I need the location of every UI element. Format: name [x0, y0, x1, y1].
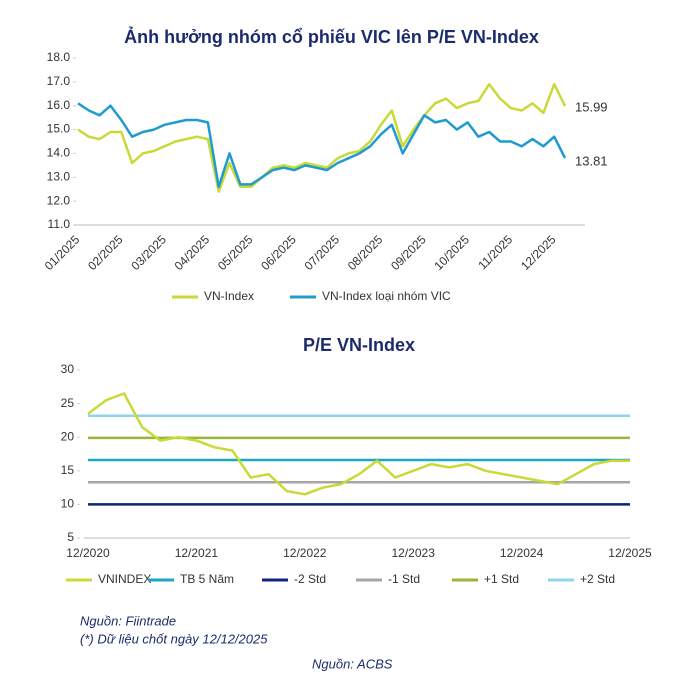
- y-tick-label: 20: [61, 429, 75, 443]
- series-line: [77, 102, 567, 189]
- series-line: [77, 82, 567, 193]
- x-tick-label: 09/2025: [388, 232, 429, 273]
- x-tick-label: 12/2022: [283, 546, 327, 560]
- y-tick-label: 30: [61, 362, 75, 376]
- x-tick-label: 07/2025: [302, 232, 343, 273]
- x-tick-label: 05/2025: [215, 232, 256, 273]
- legend-label: +2 Std: [580, 572, 615, 586]
- x-tick-label: 12/2025: [608, 546, 652, 560]
- legend-label: VNINDEX: [98, 572, 151, 586]
- x-tick-label: 11/2025: [475, 232, 515, 272]
- legend-label: -2 Std: [294, 572, 326, 586]
- y-tick-label: 15: [61, 463, 75, 477]
- data-note: (*) Dữ liệu chốt ngày 12/12/2025: [80, 631, 268, 646]
- x-tick-label: 04/2025: [172, 232, 213, 273]
- legend-label: -1 Std: [388, 572, 420, 586]
- chart-title: Ảnh hưởng nhóm cổ phiếu VIC lên P/E VN-I…: [124, 26, 539, 47]
- legend-label: +1 Std: [484, 572, 519, 586]
- y-tick-label: 12.0: [47, 193, 71, 207]
- source-note: Nguồn: Fiintrade: [80, 613, 176, 628]
- x-tick-label: 02/2025: [85, 232, 126, 273]
- x-tick-label: 12/2025: [518, 232, 559, 273]
- x-tick-label: 12/2021: [175, 546, 219, 560]
- legend-label: VN-Index loại nhóm VIC: [322, 289, 451, 303]
- x-tick-label: 01/2025: [42, 232, 83, 273]
- legend-label: TB 5 Năm: [180, 572, 234, 586]
- x-tick-label: 06/2025: [258, 232, 299, 273]
- end-value-label: 15.99: [575, 99, 608, 114]
- y-tick-label: 14.0: [47, 146, 71, 160]
- y-tick-label: 5: [67, 530, 74, 544]
- y-tick-label: 15.0: [47, 122, 71, 136]
- x-tick-label: 12/2020: [66, 546, 110, 560]
- chart-title: P/E VN-Index: [303, 335, 415, 355]
- x-tick-label: 08/2025: [345, 232, 386, 273]
- y-tick-label: 18.0: [47, 50, 71, 64]
- y-tick-label: 13.0: [47, 169, 71, 183]
- x-tick-label: 12/2023: [392, 546, 436, 560]
- y-tick-label: 17.0: [47, 74, 71, 88]
- series-line: [87, 392, 630, 496]
- y-tick-label: 25: [61, 396, 75, 410]
- end-value-label: 13.81: [575, 153, 608, 168]
- y-tick-label: 16.0: [47, 98, 71, 112]
- credit-note: Nguồn: ACBS: [312, 656, 393, 671]
- x-tick-label: 03/2025: [128, 232, 169, 273]
- x-tick-label: 12/2024: [500, 546, 544, 560]
- y-tick-label: 10: [61, 497, 75, 511]
- legend-label: VN-Index: [204, 289, 254, 303]
- x-tick-label: 10/2025: [431, 232, 472, 273]
- y-tick-label: 11.0: [48, 217, 71, 231]
